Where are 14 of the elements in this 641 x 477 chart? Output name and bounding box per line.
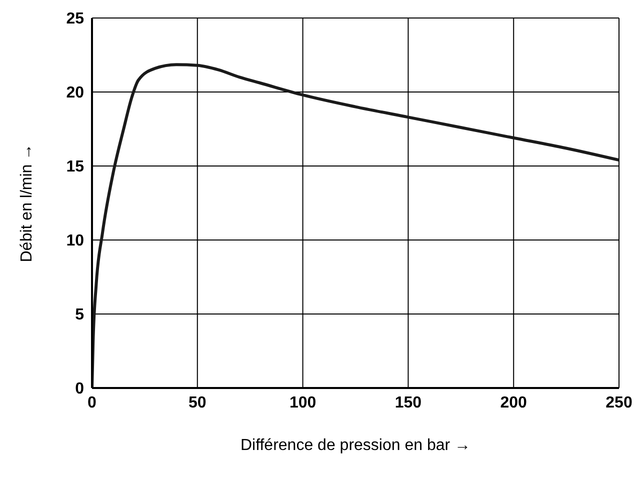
x-tick-label: 250	[606, 394, 632, 412]
y-tick-label: 20	[66, 84, 84, 102]
x-tick-label: 0	[88, 394, 97, 412]
y-tick-label: 10	[66, 232, 84, 250]
y-tick-label: 25	[66, 10, 84, 28]
x-axis-title: Différence de pression en bar →	[240, 437, 471, 454]
y-tick-label: 15	[66, 158, 84, 176]
x-tick-label: 100	[289, 394, 316, 412]
y-axis-title: Débit en l/min →	[18, 144, 36, 262]
x-tick-label: 200	[500, 394, 528, 412]
y-tick-label: 5	[75, 306, 84, 324]
y-tick-label: 0	[75, 380, 84, 398]
x-tick-label: 150	[394, 394, 422, 412]
x-tick-label: 50	[188, 394, 206, 412]
